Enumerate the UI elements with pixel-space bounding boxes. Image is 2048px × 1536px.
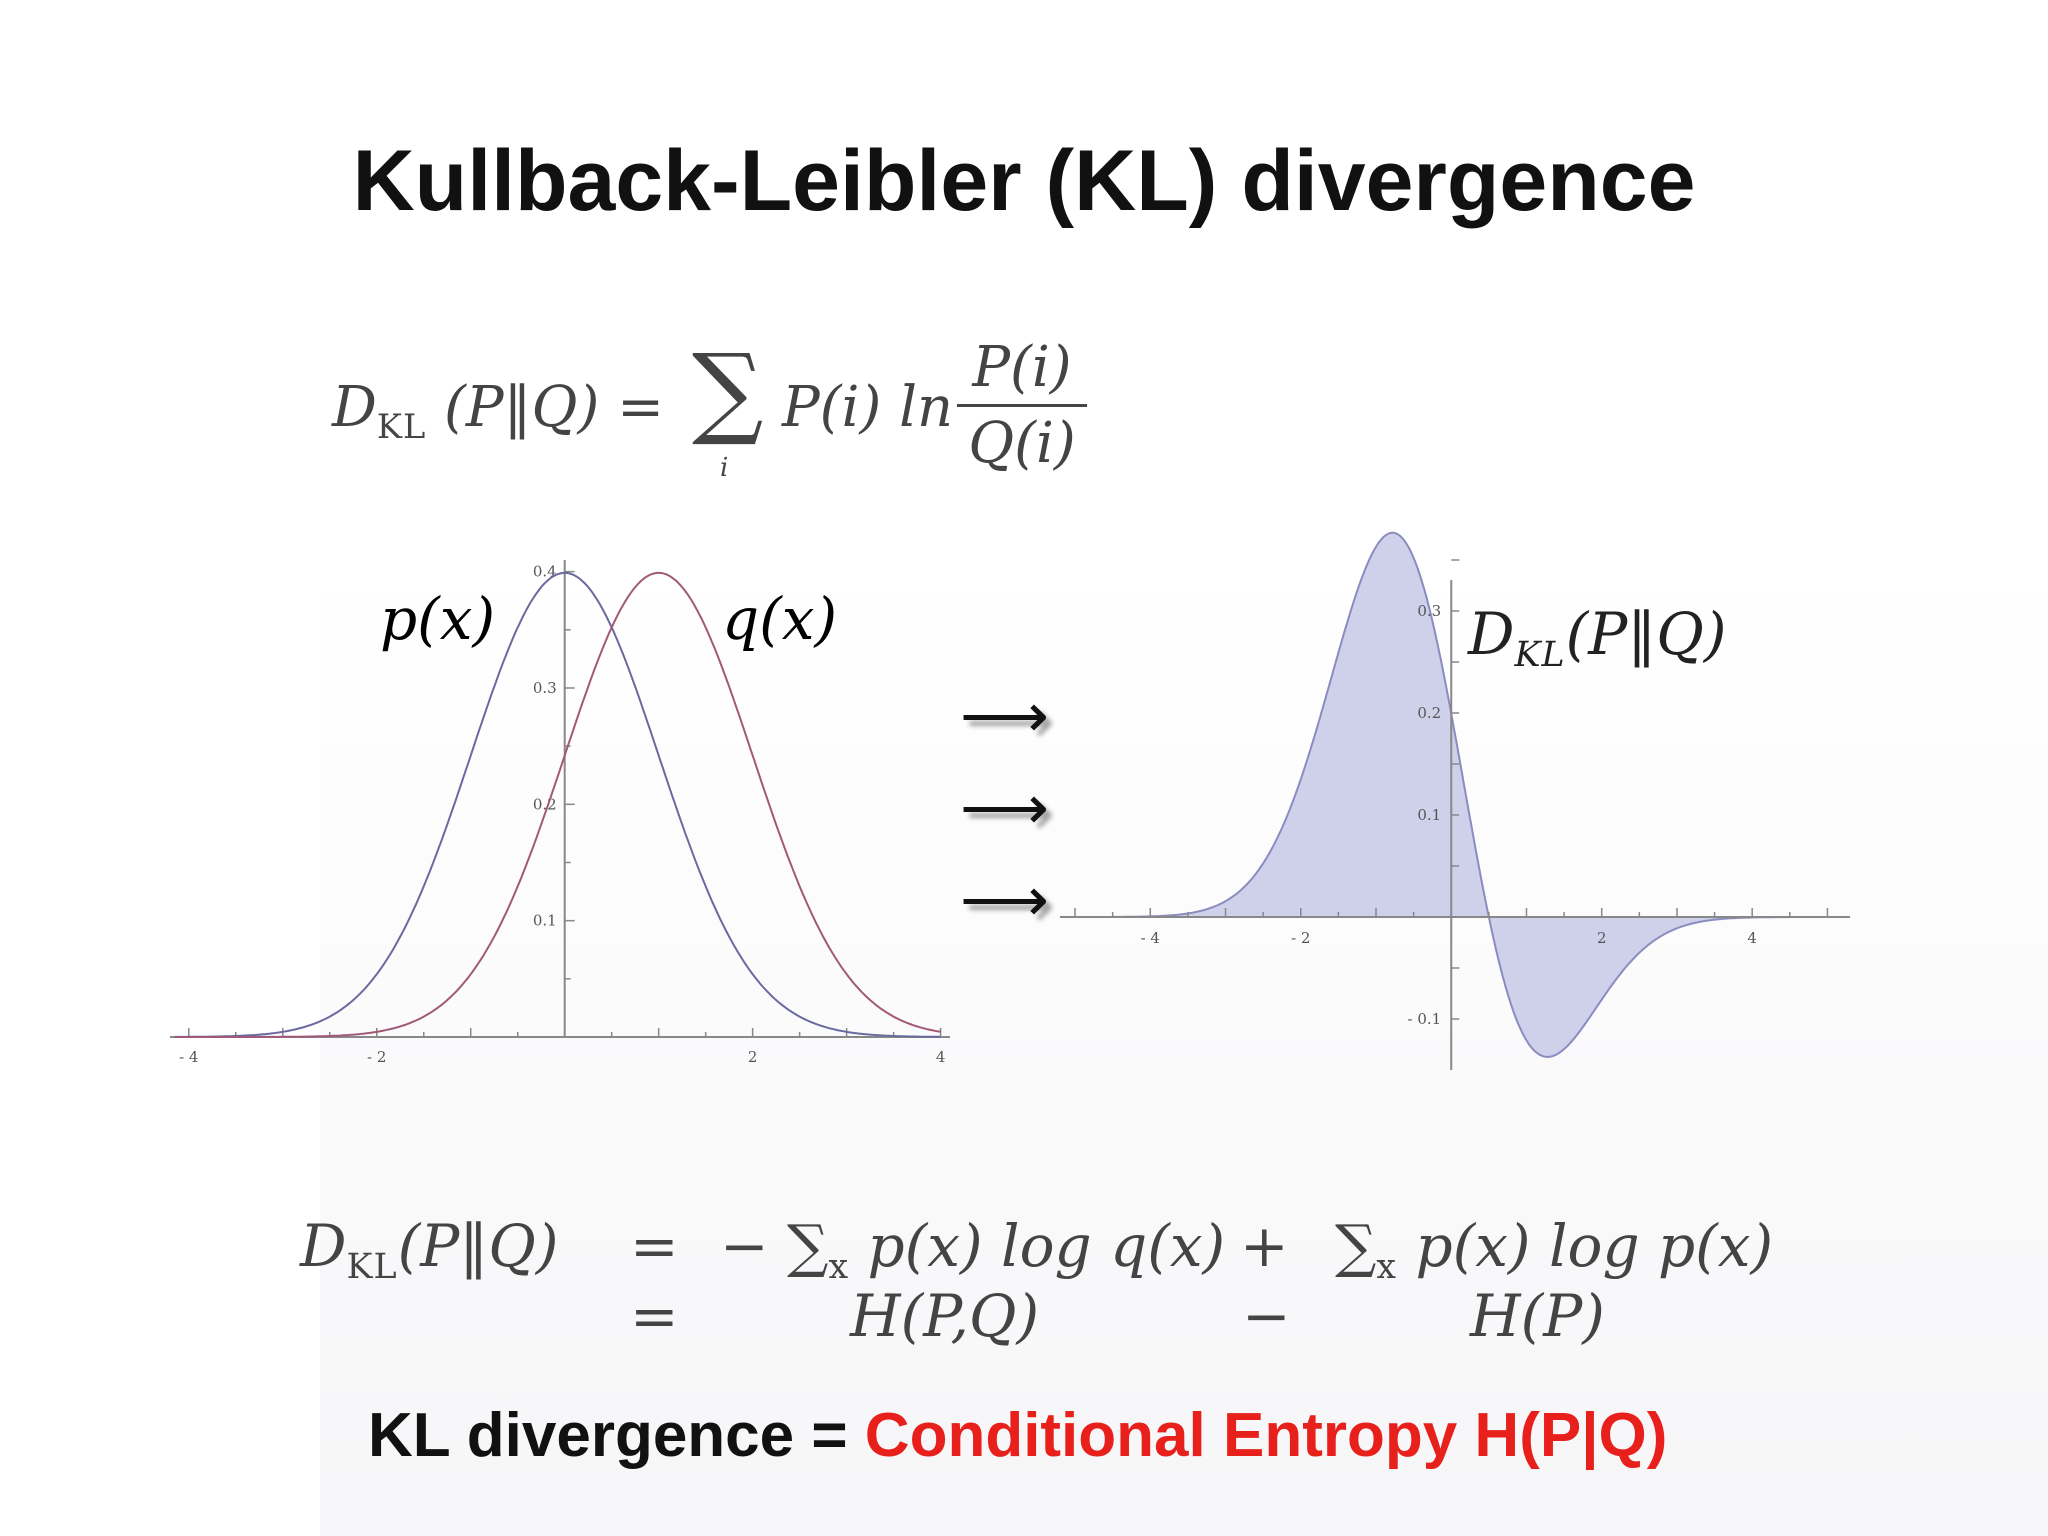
x-tick-label: - 4 — [179, 1048, 198, 1066]
y-tick-label: 0.4 — [533, 563, 557, 581]
series-line-q — [174, 571, 941, 1038]
series-line-p — [174, 571, 941, 1038]
q-curve-label: q(x) — [722, 585, 838, 653]
arrow-icon: ⟶ — [960, 774, 1049, 843]
fraction-numerator: P(i) — [957, 335, 1087, 407]
x-tick-label: 4 — [936, 1048, 946, 1066]
sigma-index: i — [720, 453, 729, 483]
distributions-plot: - 4 - 2 2 4 0.1 0.2 0.3 0.4 — [170, 560, 950, 1066]
y-tick-label: 0.1 — [1417, 806, 1441, 824]
p-curve-label: p(x) — [380, 585, 496, 653]
y-tick-label: 0.3 — [533, 679, 557, 697]
x-tick-label: - 4 — [1141, 929, 1160, 947]
formula-term: P(i) ln — [782, 375, 954, 440]
y-tick-label: 0.2 — [1417, 704, 1441, 722]
arrow-icon: ⟶ — [960, 866, 1049, 935]
formula-args: (P‖Q) = — [444, 375, 665, 440]
x-tick-label: - 2 — [367, 1048, 386, 1066]
y-tick-label: - 0.1 — [1408, 1010, 1442, 1028]
dkl-plot-label: DKL(P‖Q) — [1468, 600, 1727, 676]
x-tick-label: 2 — [748, 1048, 758, 1066]
arrow-icon: ⟶ — [960, 682, 1049, 751]
y-tick-label: 0.2 — [533, 795, 557, 813]
x-tick-label: 4 — [1747, 929, 1757, 947]
conclusion-red: Conditional Entropy H(P|Q) — [864, 1401, 1668, 1470]
conclusion-black: KL divergence = — [368, 1401, 865, 1470]
formula-fraction: P(i) Q(i) — [957, 335, 1087, 476]
formula-d: DKL — [332, 375, 427, 446]
y-tick-label: 0.3 — [1417, 602, 1441, 620]
sigma-symbol: ∑ — [692, 332, 764, 449]
x-tick-label: - 2 — [1291, 929, 1310, 947]
kl-integrand-plot: - 4 - 2 2 4 - 0.1 0.1 0.2 0.3 — [1060, 531, 1850, 1070]
slide-background-shade — [320, 560, 2048, 1536]
fraction-denominator: Q(i) — [968, 411, 1076, 476]
x-tick-label: 2 — [1597, 929, 1607, 947]
conclusion-text: KL divergence = Conditional Entropy H(P|… — [368, 1400, 1667, 1471]
y-tick-label: 0.1 — [533, 912, 557, 930]
slide-title: Kullback-Leibler (KL) divergence — [352, 133, 1696, 229]
